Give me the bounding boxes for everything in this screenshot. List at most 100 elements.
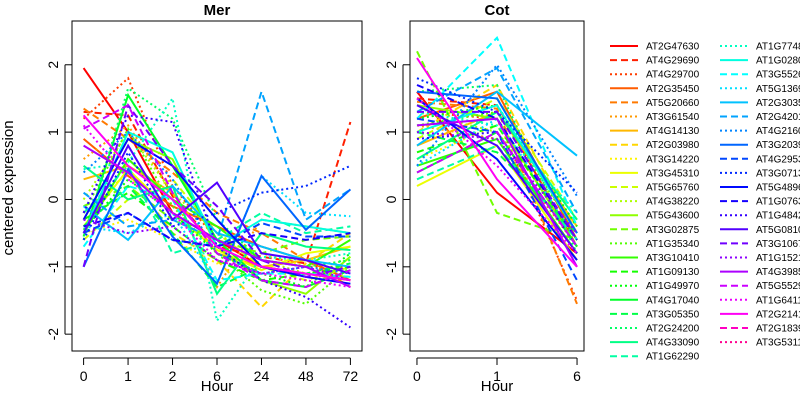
series-line-at1g02800 — [82, 130, 351, 249]
legend-label: AT3G53110 — [756, 338, 800, 349]
legend-label: AT2G47630 — [646, 42, 700, 53]
y-tick-label: -2 — [45, 328, 61, 341]
legend-item: AT3G02875 — [610, 225, 700, 236]
series-line-at4g39850 — [83, 144, 351, 288]
legend-item: AT4G17040 — [610, 295, 700, 306]
series-line-at1g07630 — [416, 84, 578, 241]
legend-item: AT3G07130 — [720, 168, 800, 179]
legend-label: AT5G08100 — [756, 225, 800, 236]
legend-label: AT3G10410 — [646, 253, 700, 264]
series-line-at1g77480 — [416, 110, 578, 214]
legend-item: AT1G09130 — [610, 267, 700, 278]
legend-label: AT4G39850 — [756, 267, 800, 278]
legend-item: AT2G42010 — [720, 112, 800, 123]
legend-label: AT2G35450 — [646, 84, 700, 95]
legend-item: AT3G10410 — [610, 253, 700, 264]
legend-item: AT2G24200 — [610, 324, 700, 335]
legend-item: AT4G29530 — [720, 154, 800, 165]
legend-label: AT1G48420 — [756, 211, 800, 222]
legend-label: AT3G14220 — [646, 154, 700, 165]
legend-label: AT2G24200 — [646, 324, 700, 335]
legend-item: AT1G02800 — [720, 56, 800, 67]
legend-item: AT1G15210 — [720, 253, 800, 264]
series-line-at3g14220 — [83, 218, 351, 268]
series-line-at5g55290 — [416, 130, 578, 248]
legend-label: AT4G29530 — [756, 154, 800, 165]
legend-label: AT3G20390 — [756, 140, 800, 151]
series-line-at5g13690 — [416, 117, 578, 241]
legend-item: AT1G35340 — [610, 239, 700, 250]
series-line-at4g39850 — [416, 117, 578, 268]
legend-label: AT3G55260 — [756, 70, 800, 81]
x-tick-label: 72 — [343, 368, 359, 384]
x-tick-label: 24 — [254, 368, 270, 384]
series-line-at2g21410 — [416, 57, 578, 268]
legend-label: AT2G30350 — [756, 98, 800, 109]
panel-mer: Mer -2 -1 0 1 2 0 1 2 6 24 48 72 Hour — [45, 2, 363, 395]
y-tick-label: 2 — [45, 61, 61, 69]
legend-label: AT4G29700 — [646, 70, 700, 81]
series-line-at2g24200 — [416, 83, 578, 254]
legend-label: AT1G49970 — [646, 281, 700, 292]
series-line-at3g55260 — [416, 36, 578, 227]
legend-item: AT1G62290 — [610, 352, 700, 363]
legend-item: AT4G14130 — [610, 126, 700, 137]
legend-item: AT1G07630 — [720, 197, 800, 208]
legend-item: AT4G39850 — [720, 267, 800, 278]
y-tick-label: 2 — [383, 61, 399, 69]
legend-item: AT3G14220 — [610, 154, 700, 165]
plot-frame — [71, 20, 363, 352]
legend-item: AT3G61540 — [610, 112, 700, 123]
x-axis-label: Hour — [201, 378, 234, 395]
legend-label: AT2G21410 — [756, 309, 800, 320]
y-tick-label: -1 — [383, 260, 399, 273]
legend-label: AT5G65760 — [646, 183, 700, 194]
x-tick-label: 1 — [124, 368, 132, 384]
legend-label: AT5G20660 — [646, 98, 700, 109]
x-tick-label: 6 — [213, 368, 221, 384]
legend-item: AT4G33090 — [610, 338, 700, 349]
series-line-at3g20390 — [82, 167, 352, 286]
x-tick-label: 48 — [298, 368, 314, 384]
y-tick-label: 1 — [45, 128, 61, 136]
legend-item: AT4G29700 — [610, 70, 700, 81]
legend-label: AT1G07630 — [756, 197, 800, 208]
panel-title: Mer — [204, 2, 231, 19]
panel-cot: Cot -2 -1 0 1 2 0 1 6 Hour — [383, 2, 585, 395]
series-line-at5g55290 — [83, 103, 351, 289]
legend-item: AT2G21410 — [720, 309, 800, 320]
legend-label: AT2G42010 — [756, 112, 800, 123]
legend-item: AT5G65760 — [610, 183, 700, 194]
y-tick-label: 0 — [45, 195, 61, 203]
panel-title: Cot — [485, 2, 510, 19]
legend-item: AT2G30350 — [720, 98, 800, 109]
series-line-at3g10670 — [417, 110, 578, 241]
legend-label: AT4G29690 — [646, 56, 700, 67]
legend-label: AT1G09130 — [646, 267, 700, 278]
series-line-at3g07130 — [82, 150, 351, 241]
legend-item: AT1G64110 — [720, 295, 800, 306]
legend-item: AT2G47630 — [610, 42, 700, 53]
legend-label: AT1G15210 — [756, 253, 800, 264]
legend-label: AT1G62290 — [646, 352, 700, 363]
legend-item: AT1G77480 — [720, 42, 800, 53]
legend-label: AT3G61540 — [646, 112, 700, 123]
legend-label: AT2G18390 — [756, 324, 800, 335]
y-tick-label: 0 — [383, 195, 399, 203]
legend-label: AT4G33090 — [646, 338, 700, 349]
legend-label: AT1G02800 — [756, 56, 800, 67]
series-line-at1g15210 — [83, 218, 351, 282]
x-axis-label: Hour — [481, 378, 514, 395]
x-tick-label: 1 — [493, 368, 501, 384]
legend-item: AT2G18390 — [720, 324, 800, 335]
legend: AT2G47630 AT4G29690 AT4G29700 AT2G35450 AT5G… — [610, 42, 800, 363]
legend-item: AT5G55290 — [720, 281, 800, 292]
legend-item: AT5G13690 — [720, 84, 800, 95]
x-tick-label: 6 — [573, 368, 581, 384]
y-tick-label: -2 — [383, 328, 399, 341]
legend-item: AT5G43600 — [610, 211, 700, 222]
legend-label: AT1G77480 — [756, 42, 800, 53]
legend-label: AT4G21600 — [756, 126, 800, 137]
